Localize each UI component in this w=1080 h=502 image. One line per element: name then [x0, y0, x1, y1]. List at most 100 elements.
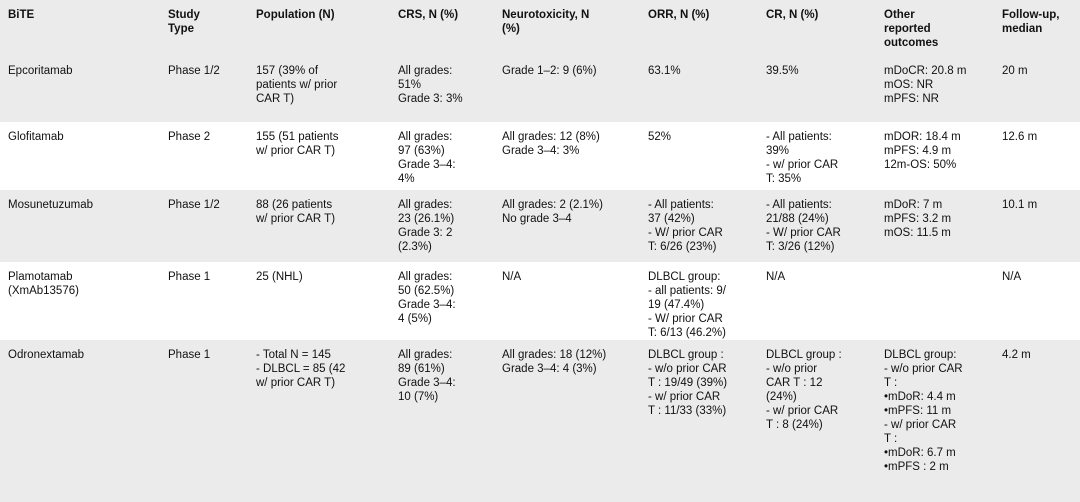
cell-line: T: 6/26 (23%) — [648, 241, 717, 253]
table-cell: 12.6 m — [994, 122, 1080, 190]
cell-line: Grade 3–4: — [398, 377, 456, 389]
cell-line: Plamotamab — [8, 271, 73, 283]
header-cell: BiTE — [0, 0, 160, 56]
cell-line: CAR T) — [256, 93, 295, 105]
table-cell: Phase 1 — [160, 340, 248, 502]
table-cell: All grades: 18 (12%) Grade 3–4: 4 (3%) — [494, 340, 640, 502]
cell-line: Epcoritamab — [8, 65, 73, 77]
table-cell: Phase 1/2 — [160, 190, 248, 262]
cell-line: 19 (47.4%) — [648, 299, 705, 311]
table-cell: All grades: 23 (26.1%) Grade 3: 2 (2.3%) — [390, 190, 494, 262]
table-cell: 10.1 m — [994, 190, 1080, 262]
cell-line: - W/ prior CAR — [648, 313, 723, 325]
cell-line: Grade 3–4: 4 (3%) — [502, 363, 597, 375]
cell-line: Neurotoxicity, N — [502, 9, 590, 21]
cell-line: - w/o prior — [766, 363, 818, 375]
cell-line: (%) — [502, 23, 520, 35]
cell-line: T : 19/49 (39%) — [648, 377, 728, 389]
header-cell: Study Type — [160, 0, 248, 56]
cell-line: mOS: NR — [884, 79, 934, 91]
cell-line: All grades: — [398, 199, 453, 211]
cell-line: reported — [884, 23, 931, 35]
cell-line: 10.1 m — [1002, 199, 1038, 211]
header-cell: CRS, N (%) — [390, 0, 494, 56]
cell-line: 10 (7%) — [398, 391, 439, 403]
table-cell: Phase 1 — [160, 262, 248, 340]
table-cell: Odronextamab — [0, 340, 160, 502]
cell-line: - DLBCL = 85 (42 — [256, 363, 346, 375]
table-cell: All grades: 2 (2.1%) No grade 3–4 — [494, 190, 640, 262]
cell-line: w/ prior CAR T) — [256, 377, 336, 389]
table-cell: N/A — [994, 262, 1080, 340]
cell-line: CAR T : 12 — [766, 377, 823, 389]
table-row: Epcoritamab Phase 1/2 157 (39% of patients … — [0, 56, 1080, 122]
cell-line: 23 (26.1%) — [398, 213, 455, 225]
cell-line: N/A — [502, 271, 522, 283]
cell-line: All grades: 12 (8%) — [502, 131, 600, 143]
table-cell: mDoR: 7 m mPFS: 3.2 m mOS: 11.5 m — [876, 190, 994, 262]
table-row: Plamotamab (XmAb13576) Phase 1 25 (NHL) All … — [0, 262, 1080, 340]
table-cell: - Total N = 145 - DLBCL = 85 (42 w/ prior … — [248, 340, 390, 502]
cell-line: 20 m — [1002, 65, 1028, 77]
table-cell: Mosunetuzumab — [0, 190, 160, 262]
cell-line: Grade 3–4: 3% — [502, 145, 580, 157]
cell-line: T : — [884, 377, 898, 389]
cell-line: T : 8 (24%) — [766, 419, 823, 431]
cell-line: - All patients: — [766, 131, 832, 143]
cell-line: All grades: 2 (2.1%) — [502, 199, 603, 211]
cell-line: mDoR: 7 m — [884, 199, 943, 211]
cell-line: 39.5% — [766, 65, 799, 77]
header-cell: Other reported outcomes — [876, 0, 994, 56]
table-cell: - All patients: 37 (42%) - W/ prior CAR T: … — [640, 190, 758, 262]
table-cell: All grades: 51% Grade 3: 3% — [390, 56, 494, 122]
cell-line: median — [1002, 23, 1043, 35]
cell-line: CR, N (%) — [766, 9, 819, 21]
header-cell: Population (N) — [248, 0, 390, 56]
cell-line: 52% — [648, 131, 672, 143]
cell-line: All grades: 18 (12%) — [502, 349, 607, 361]
cell-line: Grade 3–4: — [398, 299, 456, 311]
table-cell: mDoCR: 20.8 m mOS: NR mPFS: NR — [876, 56, 994, 122]
cell-line: Other — [884, 9, 915, 21]
cell-line: No grade 3–4 — [502, 213, 572, 225]
cell-line: Type — [168, 23, 194, 35]
cell-line: •mDoR: 4.4 m — [884, 391, 956, 403]
table-cell: 157 (39% of patients w/ prior CAR T) — [248, 56, 390, 122]
cell-line: (24%) — [766, 391, 797, 403]
table-cell: DLBCL group: - w/o prior CAR T : •mDoR: 4.4… — [876, 340, 994, 502]
table-cell: All grades: 97 (63%) Grade 3–4: 4% — [390, 122, 494, 190]
cell-line: - w/o prior CAR — [648, 363, 727, 375]
cell-line: CRS, N (%) — [398, 9, 459, 21]
cell-line: Population (N) — [256, 9, 335, 21]
cell-line: Grade 1–2: 9 (6%) — [502, 65, 597, 77]
header-cell: CR, N (%) — [758, 0, 876, 56]
cell-line: 4% — [398, 173, 415, 185]
cell-line: - w/ prior CAR — [648, 391, 721, 403]
table-cell: 155 (51 patients w/ prior CAR T) — [248, 122, 390, 190]
cell-line: All grades: — [398, 271, 453, 283]
cell-line: Phase 2 — [168, 131, 211, 143]
table-cell — [876, 262, 994, 340]
cell-line: All grades: — [398, 131, 453, 143]
cell-line: 97 (63%) — [398, 145, 445, 157]
table-cell: All grades: 50 (62.5%) Grade 3–4: 4 (5%) — [390, 262, 494, 340]
cell-line: BiTE — [8, 9, 35, 21]
cell-line: 88 (26 patients — [256, 199, 333, 211]
cell-line: DLBCL group : — [648, 349, 724, 361]
cell-line: 12m-OS: 50% — [884, 159, 957, 171]
cell-line: mPFS: NR — [884, 93, 939, 105]
table-cell: N/A — [494, 262, 640, 340]
cell-line: w/ prior CAR T) — [256, 213, 336, 225]
cell-line: Grade 3–4: — [398, 159, 456, 171]
table-cell: Phase 1/2 — [160, 56, 248, 122]
table-cell: 20 m — [994, 56, 1080, 122]
cell-line: 25 (NHL) — [256, 271, 303, 283]
cell-line: (2.3%) — [398, 241, 432, 253]
cell-line: Phase 1/2 — [168, 65, 220, 77]
cell-line: All grades: — [398, 65, 453, 77]
table-cell: DLBCL group : - w/o prior CAR T : 19/49 (3… — [640, 340, 758, 502]
table-cell: Glofitamab — [0, 122, 160, 190]
cell-line: mDoCR: 20.8 m — [884, 65, 967, 77]
header-cell: Follow-up, median — [994, 0, 1080, 56]
cell-line: 51% — [398, 79, 422, 91]
